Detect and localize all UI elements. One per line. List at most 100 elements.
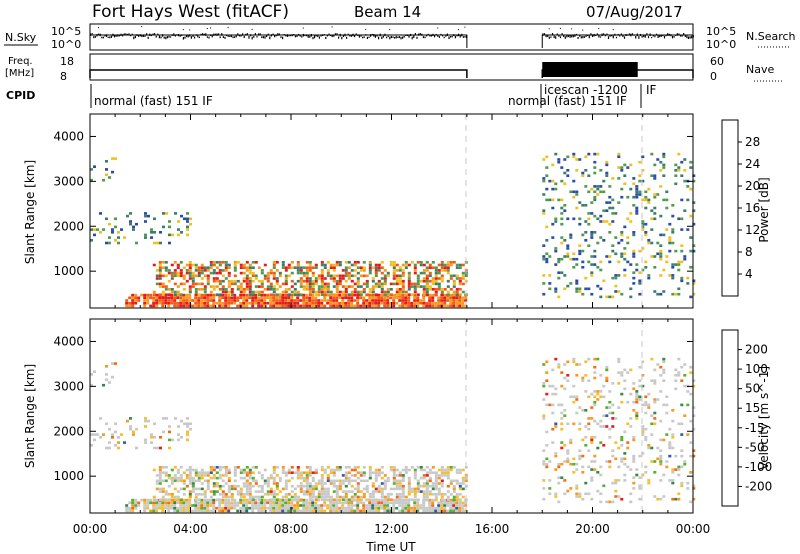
noise-sample (675, 34, 677, 36)
velocity-cell (320, 474, 324, 477)
velocity-cell (362, 493, 366, 496)
velocity-cell (638, 476, 642, 479)
velocity-cell (257, 509, 261, 513)
power-cell (308, 299, 312, 302)
velocity-cell (129, 417, 132, 420)
velocity-cell (635, 473, 639, 477)
velocity-cell (443, 506, 447, 510)
noise-spike (98, 27, 99, 29)
velocity-cell (692, 449, 696, 452)
velocity-cell (305, 490, 309, 493)
power-cell (221, 290, 225, 294)
power-cell (212, 288, 216, 291)
power-cell (275, 269, 279, 272)
power-cell (443, 266, 447, 269)
velocity-cell (335, 466, 339, 469)
power-cell (266, 293, 270, 297)
power-cell (248, 285, 252, 288)
velocity-cell (185, 468, 189, 472)
velocity-cell (317, 493, 321, 496)
power-cell (422, 293, 426, 296)
velocity-cell (167, 476, 171, 480)
velocity-cell (608, 500, 612, 504)
velocity-cell (581, 454, 585, 458)
velocity-cell (299, 498, 303, 501)
power-cell (416, 282, 420, 286)
noise-sample (427, 33, 429, 36)
velocity-cell (266, 498, 270, 502)
power-cell (173, 299, 177, 302)
velocity-cell (545, 457, 549, 461)
velocity-cell (179, 474, 183, 477)
power-cell (335, 263, 339, 267)
power-cell (305, 282, 309, 286)
power-cell (542, 292, 546, 296)
power-cell (545, 155, 549, 159)
velocity-cell (425, 490, 429, 493)
freq-unit-label: [MHz] (5, 68, 34, 79)
velocity-cell (689, 471, 693, 474)
velocity-cell (431, 501, 435, 505)
velocity-cell (653, 471, 657, 474)
power-cell (245, 293, 249, 297)
power-cell (296, 266, 300, 269)
velocity-cell (185, 509, 189, 513)
power-cell (275, 261, 279, 264)
velocity-cell (371, 495, 375, 499)
velocity-cell (560, 441, 564, 444)
power-cell (305, 269, 309, 272)
velocity-cell (422, 495, 426, 499)
velocity-cell (632, 487, 636, 490)
velocity-cell (350, 509, 354, 513)
power-cell (590, 212, 594, 215)
noise-sample (548, 36, 550, 39)
noise-sample (598, 35, 600, 38)
velocity-cell (308, 484, 312, 488)
velocity-cell (179, 466, 183, 469)
velocity-cell (248, 482, 252, 485)
velocity-cell (569, 487, 573, 490)
noise-sample (229, 35, 231, 38)
velocity-cell (203, 509, 207, 513)
velocity-cell (584, 481, 588, 485)
power-cell (443, 263, 447, 267)
power-cell (428, 301, 432, 305)
noise-sample (277, 33, 279, 36)
power-cell (653, 212, 657, 215)
power-cell (689, 160, 693, 164)
velocity-cell (566, 452, 570, 455)
velocity-cell (620, 460, 624, 463)
power-cell (632, 204, 636, 207)
power-cell (179, 269, 183, 272)
power-cell (305, 293, 309, 297)
velocity-cell (290, 506, 294, 510)
power-cell (272, 261, 276, 264)
velocity-cell (437, 504, 441, 507)
power-cell (686, 228, 690, 231)
velocity-cell (329, 509, 333, 513)
power-cell (554, 290, 558, 293)
power-cell (212, 299, 216, 302)
velocity-cell (440, 482, 444, 485)
noise-sample (662, 34, 664, 37)
velocity-cell (587, 357, 591, 361)
velocity-cell (422, 504, 426, 507)
velocity-cell (668, 427, 672, 431)
velocity-cell (590, 392, 594, 396)
velocity-cell (677, 357, 681, 361)
velocity-cell (395, 495, 399, 499)
noise-sample (309, 35, 311, 38)
noise-sample (202, 33, 204, 36)
power-cell (167, 271, 171, 275)
velocity-cell (632, 387, 636, 391)
power-cell (93, 228, 96, 231)
velocity-cell (248, 495, 252, 499)
power-cell (326, 271, 330, 275)
velocity-cell (302, 476, 306, 480)
velocity-cell (422, 474, 426, 477)
power-cell (632, 276, 636, 280)
velocity-cell (212, 504, 216, 507)
velocity-cell (407, 484, 411, 488)
velocity-cell (566, 422, 570, 426)
power-cell (254, 296, 258, 300)
